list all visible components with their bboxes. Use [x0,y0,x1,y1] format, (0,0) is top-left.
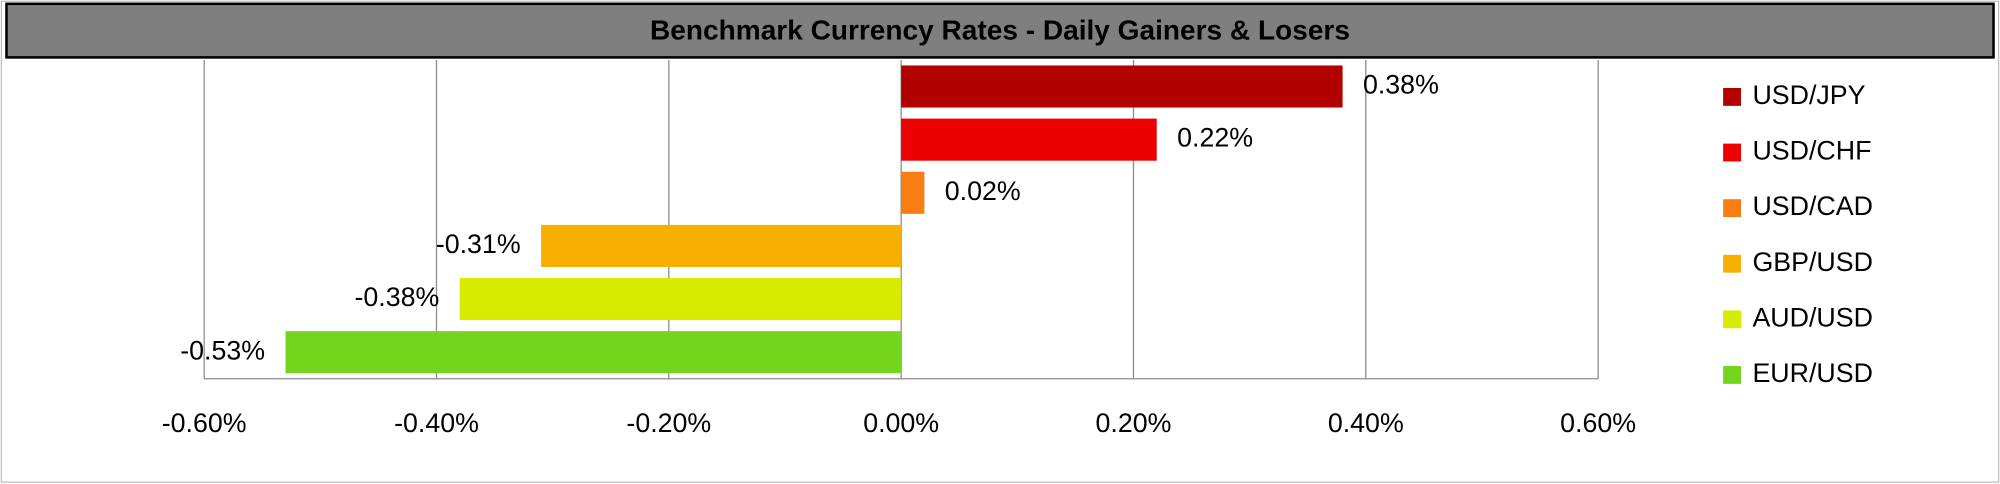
x-tick-label: -0.60% [162,408,247,438]
legend-label: USD/CHF [1752,136,1871,166]
x-tick-label: -0.20% [626,408,711,438]
bar [901,65,1343,108]
legend-swatch [1723,366,1741,384]
bar [901,171,925,214]
value-label: -0.31% [436,229,521,259]
value-label: 0.02% [945,176,1021,206]
x-tick-label: -0.40% [394,408,479,438]
legend-swatch [1723,88,1741,106]
legend-label: USD/CAD [1752,191,1872,221]
legend-label: EUR/USD [1752,358,1872,388]
legend-label: AUD/USD [1752,302,1872,332]
value-label: -0.53% [180,335,265,365]
x-tick-label: 0.60% [1560,408,1636,438]
value-label: -0.38% [355,282,440,312]
legend-label: GBP/USD [1752,247,1872,277]
bar [459,278,902,321]
legend-swatch [1723,254,1741,273]
bar [541,224,902,267]
legend-swatch [1723,199,1741,218]
bar [901,118,1157,161]
legend-label: USD/JPY [1752,80,1865,110]
bar [285,331,902,374]
chart-title: Benchmark Currency Rates - Daily Gainers… [650,14,1350,45]
value-label: 0.22% [1177,123,1253,153]
x-tick-label: 0.40% [1328,408,1404,438]
legend-swatch [1723,310,1741,329]
legend-swatch [1723,143,1741,162]
x-tick-label: 0.00% [863,408,939,438]
value-label: 0.38% [1363,70,1439,100]
x-tick-label: 0.20% [1096,408,1172,438]
title-bar [5,2,1995,59]
